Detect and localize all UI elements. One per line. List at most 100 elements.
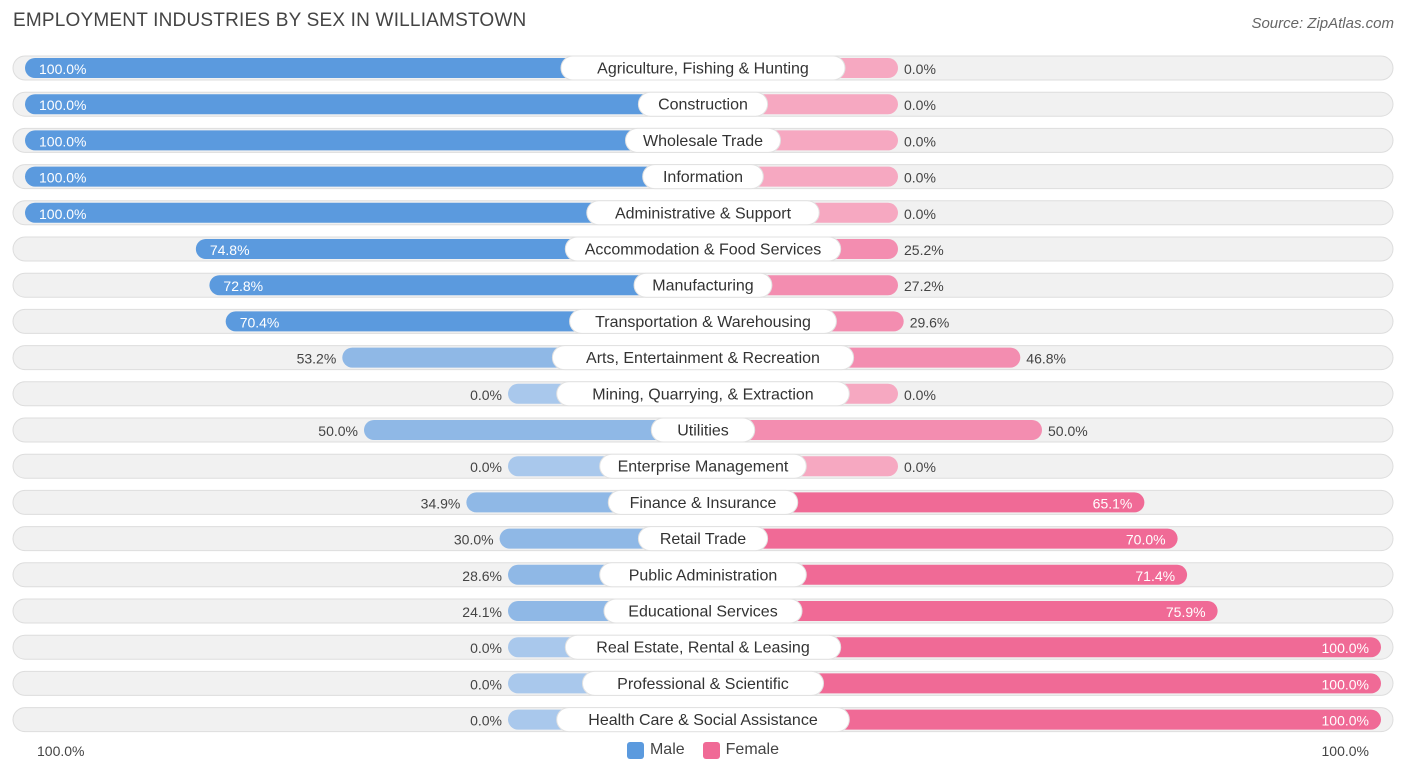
bar-female [703, 637, 1381, 658]
category-pill [642, 164, 764, 190]
bar-male [25, 94, 703, 115]
category-pill [650, 417, 756, 443]
value-label-male: 72.8% [223, 278, 263, 294]
value-label-female: 27.2% [904, 278, 944, 294]
bar-male [25, 130, 703, 151]
category-pill [582, 670, 824, 696]
bar-male [209, 275, 703, 296]
value-label-male: 100.0% [39, 170, 86, 186]
legend: Male Female [0, 741, 1406, 759]
category-label: Construction [658, 97, 748, 114]
legend-swatch-male [626, 741, 644, 759]
category-pill [599, 453, 807, 479]
value-label-female: 0.0% [904, 61, 936, 77]
category-label: Real Estate, Rental & Leasing [596, 640, 809, 657]
category-pill [637, 526, 769, 552]
category-pill [556, 707, 850, 733]
value-label-female: 29.6% [910, 314, 950, 330]
value-label-female: 0.0% [904, 97, 936, 113]
bar-female [703, 601, 1218, 621]
category-label: Retail Trade [660, 531, 746, 548]
category-label: Information [663, 169, 743, 186]
value-label-male: 28.6% [462, 568, 502, 584]
bar-male [25, 166, 703, 187]
value-label-male: 50.0% [318, 423, 358, 439]
bar-male [25, 202, 703, 223]
value-label-male: 100.0% [39, 97, 86, 113]
category-label: Public Administration [629, 567, 778, 584]
category-pill [569, 308, 837, 334]
value-label-female: 0.0% [904, 459, 936, 475]
category-pill [633, 272, 773, 298]
category-label: Enterprise Management [618, 459, 789, 476]
category-pill [560, 55, 846, 81]
axis-right-label: 100.0% [1321, 743, 1369, 759]
value-label-female: 0.0% [904, 170, 936, 186]
value-label-male: 70.4% [240, 314, 280, 330]
axis-left-label: 100.0% [37, 743, 85, 759]
value-label-male: 0.0% [470, 713, 502, 729]
category-label: Arts, Entertainment & Recreation [586, 350, 820, 367]
legend-item-female[interactable]: Female [702, 741, 780, 759]
legend-label-male: Male [649, 741, 685, 758]
category-label: Utilities [677, 423, 729, 440]
value-label-male: 0.0% [470, 640, 502, 656]
value-label-male: 30.0% [454, 532, 494, 548]
value-label-male: 34.9% [421, 495, 461, 511]
category-pill [625, 127, 781, 153]
category-label: Finance & Insurance [630, 495, 777, 512]
value-label-male: 100.0% [39, 61, 86, 77]
category-pill [603, 598, 803, 624]
value-label-female: 71.4% [1135, 568, 1175, 584]
bar-male [364, 420, 703, 440]
value-label-male: 24.1% [462, 604, 502, 620]
value-label-female: 100.0% [1322, 713, 1369, 729]
bar-male [25, 58, 703, 78]
bar-female [703, 528, 1178, 549]
category-pill [607, 489, 799, 515]
bar-female [703, 709, 1381, 730]
category-pill [586, 200, 820, 226]
source-note: Source: ZipAtlas.com [1251, 15, 1394, 32]
value-label-female: 65.1% [1093, 495, 1133, 511]
category-pill [556, 381, 850, 407]
category-pill [551, 345, 855, 371]
category-label: Wholesale Trade [643, 133, 763, 150]
value-label-female: 100.0% [1322, 640, 1369, 656]
category-label: Professional & Scientific [617, 676, 789, 693]
value-label-female: 0.0% [904, 206, 936, 222]
category-label: Accommodation & Food Services [585, 242, 822, 259]
value-label-male: 100.0% [39, 206, 86, 222]
legend-label-female: Female [725, 741, 780, 758]
category-label: Agriculture, Fishing & Hunting [597, 61, 809, 78]
value-label-male: 0.0% [470, 676, 502, 692]
value-label-female: 0.0% [904, 133, 936, 149]
category-pill [637, 91, 769, 117]
bar-female [703, 673, 1381, 694]
category-label: Administrative & Support [615, 205, 792, 222]
value-label-male: 0.0% [470, 459, 502, 475]
value-label-male: 74.8% [210, 242, 250, 258]
legend-item-male[interactable]: Male [626, 741, 685, 759]
category-pill [564, 634, 842, 660]
legend-swatch-female [702, 741, 720, 759]
value-label-female: 46.8% [1026, 351, 1066, 367]
value-label-female: 70.0% [1126, 532, 1166, 548]
value-label-female: 75.9% [1166, 604, 1206, 620]
category-pill [564, 236, 842, 262]
category-label: Mining, Quarrying, & Extraction [592, 386, 813, 403]
value-label-male: 53.2% [297, 351, 337, 367]
value-label-female: 0.0% [904, 387, 936, 403]
value-label-female: 25.2% [904, 242, 944, 258]
value-label-female: 100.0% [1322, 676, 1369, 692]
chart-title: EMPLOYMENT INDUSTRIES BY SEX IN WILLIAMS… [13, 10, 527, 31]
value-label-male: 100.0% [39, 133, 86, 149]
category-label: Educational Services [628, 604, 777, 621]
value-label-male: 0.0% [470, 387, 502, 403]
category-label: Health Care & Social Assistance [588, 712, 818, 729]
category-label: Transportation & Warehousing [595, 314, 811, 331]
bar-female [703, 420, 1042, 440]
category-pill [599, 562, 807, 588]
bar-female [703, 492, 1145, 513]
